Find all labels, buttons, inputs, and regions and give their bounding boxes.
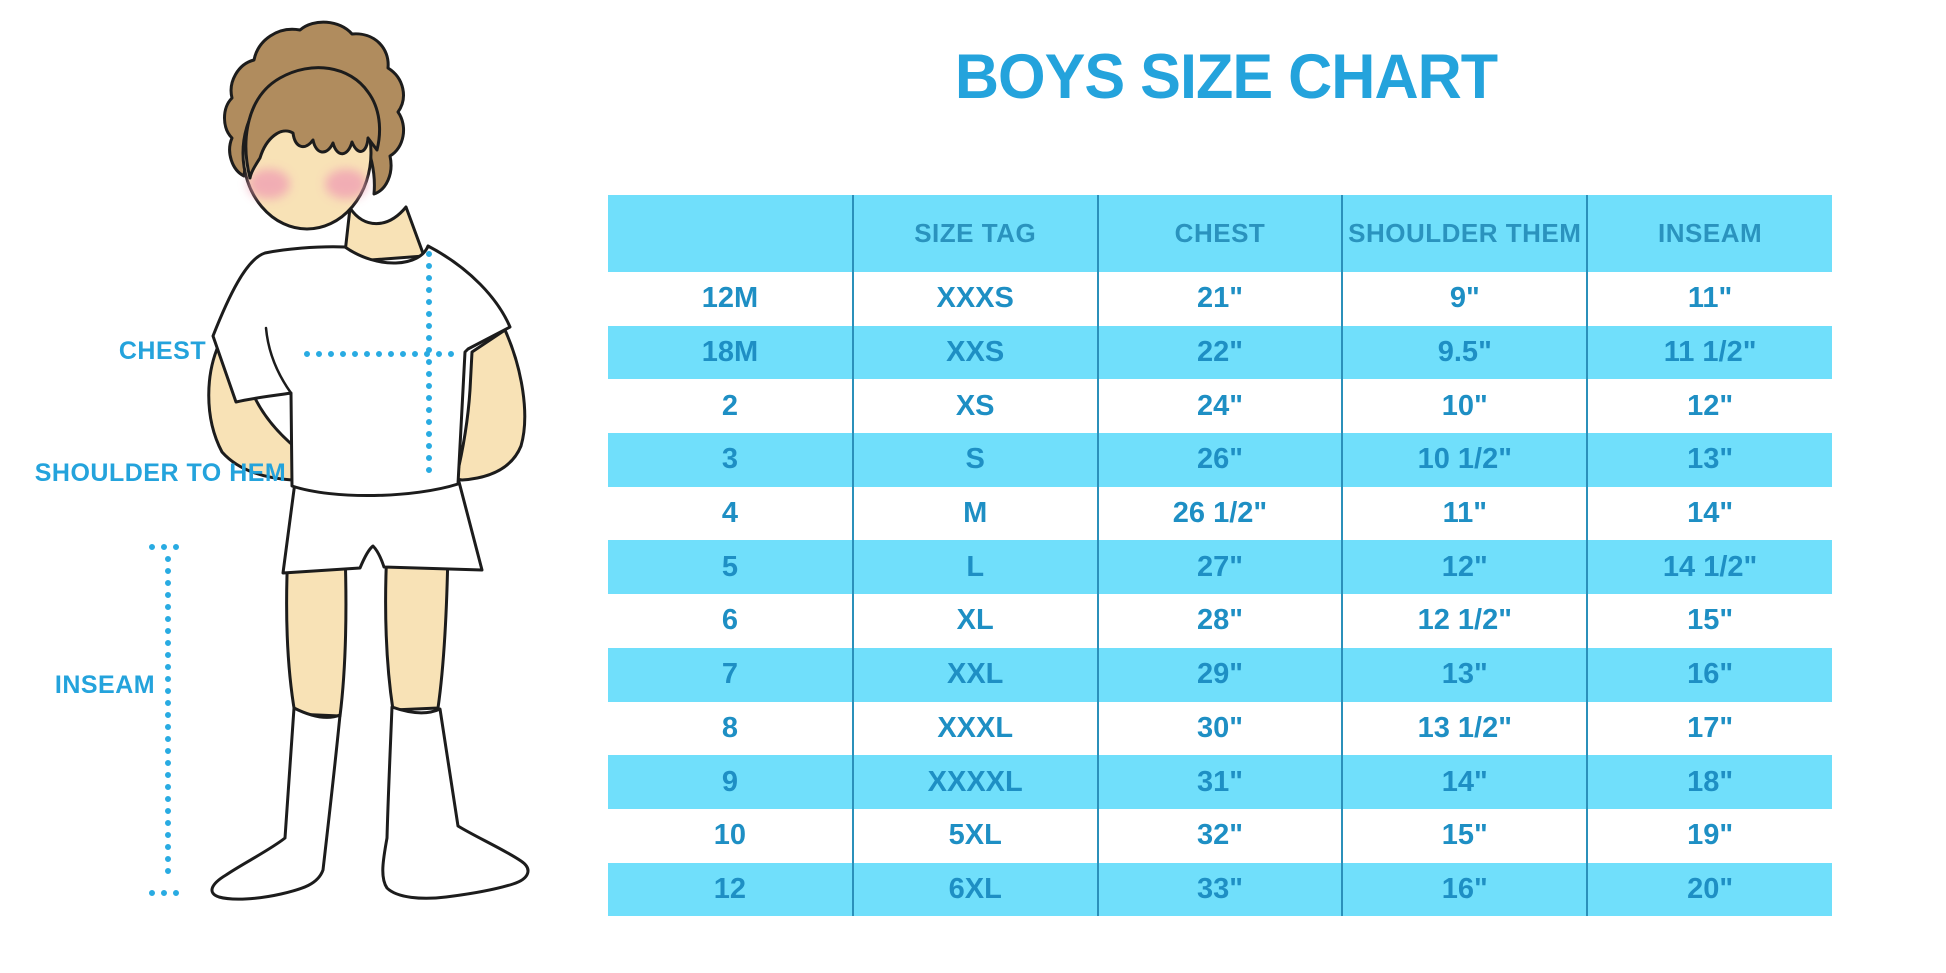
table-cell: 15" (1687, 604, 1734, 637)
table-cell: 11" (1687, 282, 1733, 315)
table-cell: 33" (1097, 862, 1344, 917)
boy-leg-right (384, 546, 450, 712)
table-cell: 32" (1097, 808, 1344, 863)
table-cell: 4 (608, 486, 854, 541)
table-row: 12 6XL 33" 16" 20" (608, 862, 1832, 917)
boy-leg-left (285, 548, 348, 718)
table-cell: 31" (1097, 755, 1344, 809)
table-cell: 12 (608, 862, 854, 917)
table-cell: XXXL (852, 701, 1099, 756)
header-cell-inseam: INSEAM (1587, 195, 1832, 272)
table-cell: 18M (608, 325, 854, 380)
header-cell-chest: CHEST (1097, 195, 1344, 272)
boy-arm-right (454, 328, 527, 482)
boy-shirt (211, 244, 512, 497)
table-cell: 13" (1587, 433, 1832, 487)
table-cell: 7 (608, 647, 854, 702)
table-cell: 5XL (852, 808, 1099, 863)
table-row: 2 XS 24" 10" 12" (608, 379, 1832, 434)
table-cell: 12 1/2" (1342, 594, 1589, 648)
size-table: SIZE TAG CHEST SHOULDER THEM INSEAM 12M X… (608, 195, 1832, 917)
table-cell: 9.5" (1342, 325, 1589, 380)
table-cell: M (852, 486, 1099, 541)
table-cell: 26 1/2" (1097, 486, 1344, 541)
table-row: 12M XXXS 21" 9" 11" (608, 272, 1832, 326)
table-cell: 24" (1097, 379, 1344, 434)
table-cell: S (852, 433, 1099, 487)
table-cell: 30" (1097, 701, 1344, 756)
table-cell: XXXS (852, 272, 1099, 326)
blush-left (248, 169, 290, 199)
boy-neck (342, 205, 426, 264)
table-cell: 12M (608, 272, 854, 326)
table-cell: 5 (608, 540, 854, 595)
table-cell: 18" (1587, 755, 1832, 809)
table-cell: 13 1/2" (1342, 701, 1589, 756)
table-cell: 9" (1342, 272, 1589, 326)
table-cell: 6 (608, 594, 854, 648)
table-cell: 3 (608, 433, 854, 487)
table-row: 10 5XL 32" 15" 19" (608, 808, 1832, 863)
boy-hair-fringe (244, 66, 382, 180)
table-row: 8 XXXL 30" 13 1/2" 17" (608, 701, 1832, 756)
table-cell: 6XL (852, 862, 1099, 917)
blush-right (325, 169, 367, 199)
table-cell: 14" (1687, 497, 1734, 530)
table-cell: 21" (1097, 272, 1344, 326)
boy-sock-left (210, 706, 342, 901)
table-row: 6 XL 28" 12 1/2" 15" (608, 594, 1832, 648)
table-header-row: SIZE TAG CHEST SHOULDER THEM INSEAM (608, 195, 1832, 272)
table-cell: 16" (1587, 647, 1832, 702)
boy-shirt-armhole-seam (264, 326, 293, 395)
inseam-label: INSEAM (54, 671, 156, 699)
table-cell: 29" (1097, 647, 1344, 702)
table-cell: L (852, 540, 1099, 595)
table-body: 12M XXXS 21" 9" 11" 18M XXS 22" 9.5" 11 1/2" 2 XS 24… (608, 272, 1832, 917)
table-row: 3 S 26" 10 1/2" 13" (608, 433, 1832, 487)
shoulder-to-hem-label: SHOULDER TO HEM (34, 459, 287, 487)
table-cell: XXL (852, 647, 1099, 702)
table-cell: 9 (608, 755, 854, 809)
header-cell-shoulder-them: SHOULDER THEM (1342, 195, 1589, 272)
table-cell: 2 (608, 379, 854, 434)
table-cell: 19" (1687, 819, 1734, 852)
table-row: 5 L 27" 12" 14 1/2" (608, 540, 1832, 595)
table-cell: 12" (1342, 540, 1589, 595)
table-cell: 13" (1342, 647, 1589, 702)
header-cell-size (608, 195, 854, 272)
table-cell: 14 1/2" (1587, 540, 1832, 595)
table-cell: XXS (852, 325, 1099, 380)
table-cell: 26" (1097, 433, 1344, 487)
table-cell: 27" (1097, 540, 1344, 595)
table-cell: 11 1/2" (1587, 325, 1832, 380)
table-cell: 22" (1097, 325, 1344, 380)
chest-label: CHEST (118, 337, 207, 365)
table-cell: 10" (1342, 379, 1589, 434)
table-cell: XL (852, 594, 1099, 648)
table-row: 7 XXL 29" 13" 16" (608, 647, 1832, 702)
table-row: 4 M 26 1/2" 11" 14" (608, 486, 1832, 541)
inseam-measure-line (149, 544, 190, 896)
table-cell: 10 1/2" (1342, 433, 1589, 487)
page-title: BOYS SIZE CHART (954, 42, 1498, 112)
table-row: 9 XXXXL 31" 14" 18" (608, 755, 1832, 809)
table-cell: XS (852, 379, 1099, 434)
table-cell: XXXXL (852, 755, 1099, 809)
table-cell: 11" (1342, 486, 1589, 541)
table-cell: 15" (1342, 808, 1589, 863)
boy-sock-right (381, 705, 530, 900)
table-cell: 14" (1342, 755, 1589, 809)
table-cell: 10 (608, 808, 854, 863)
boy-figure-illustration (149, 20, 530, 901)
header-cell-size-tag: SIZE TAG (852, 195, 1099, 272)
table-row: 18M XXS 22" 9.5" 11 1/2" (608, 325, 1832, 380)
table-cell: 12" (1687, 389, 1734, 422)
table-cell: 16" (1342, 862, 1589, 917)
table-cell: 17" (1687, 711, 1734, 744)
table-cell: 8 (608, 701, 854, 756)
table-cell: 28" (1097, 594, 1344, 648)
table-cell: 20" (1587, 862, 1832, 917)
